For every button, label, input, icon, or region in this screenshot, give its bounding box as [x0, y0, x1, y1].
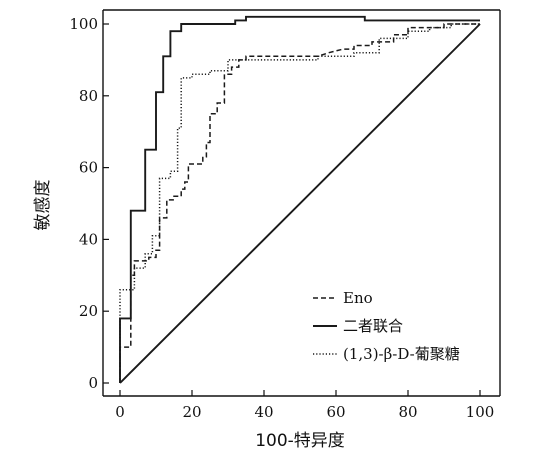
y-tick-label: 0	[88, 374, 98, 392]
y-axis-title: 敏感度	[33, 180, 53, 231]
legend-label: 二者联合	[343, 317, 403, 335]
x-tick-label: 60	[326, 403, 345, 421]
y-tick-label: 20	[79, 302, 98, 320]
legend-label: Eno	[343, 289, 373, 307]
y-tick-label: 60	[79, 159, 98, 177]
legend: Eno 二者联合 (1,3)-β-D-葡聚糖	[313, 289, 460, 363]
x-axis-title: 100-特异度	[255, 431, 345, 451]
x-tick-label: 100	[466, 403, 495, 421]
x-tick-label: 20	[182, 403, 201, 421]
y-tick-label: 40	[79, 230, 98, 248]
reference-diagonal-line	[119, 23, 481, 384]
x-tick-label: 80	[398, 403, 417, 421]
y-tick-label: 80	[79, 87, 98, 105]
plot-area	[102, 9, 501, 397]
series-line-0	[119, 23, 480, 383]
series-line-1	[119, 15, 480, 383]
y-tick-label: 100	[69, 15, 98, 33]
x-tick-label: 40	[254, 403, 273, 421]
legend-label: (1,3)-β-D-葡聚糖	[343, 345, 460, 363]
x-tick-label: 0	[115, 403, 125, 421]
